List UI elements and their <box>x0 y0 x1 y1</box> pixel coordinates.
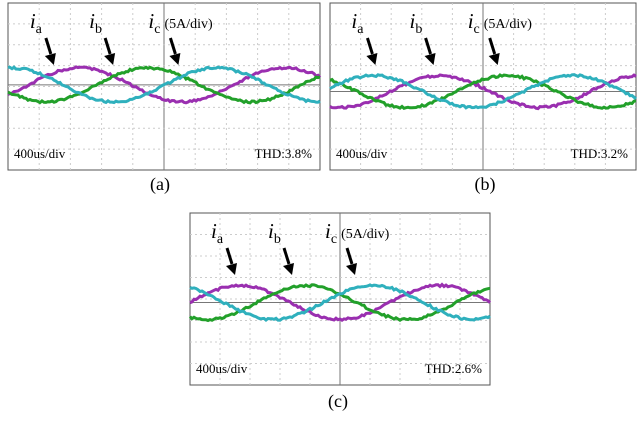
panel-caption: (b) <box>475 174 496 195</box>
scale-note: (5A/div) <box>341 227 390 242</box>
current-subscript: a <box>357 22 364 37</box>
current-subscript: c <box>474 22 480 37</box>
current-subscript: a <box>217 232 224 247</box>
thd-value: THD:2.6% <box>425 361 483 376</box>
panel-caption: (a) <box>150 174 170 195</box>
scope-panel: iaibic(5A/div)400us/divTHD:3.2% <box>330 3 636 170</box>
timebase: 400us/div <box>14 146 66 161</box>
thd-value: THD:3.2% <box>571 146 629 161</box>
thd-value: THD:3.8% <box>255 146 313 161</box>
current-subscript: c <box>154 22 160 37</box>
timebase: 400us/div <box>196 361 248 376</box>
scope-panel: iaibic(5A/div)400us/divTHD:3.8% <box>8 3 320 170</box>
current-subscript: b <box>415 22 422 37</box>
current-subscript: a <box>36 22 43 37</box>
timebase: 400us/div <box>336 146 388 161</box>
scope-panel: iaibic(5A/div)400us/divTHD:2.6% <box>190 213 490 385</box>
figure: iaibic(5A/div)400us/divTHD:3.8%(a)iaibic… <box>0 0 642 425</box>
current-subscript: b <box>274 232 281 247</box>
current-subscript: c <box>331 232 337 247</box>
scale-note: (5A/div) <box>484 17 533 32</box>
scale-note: (5A/div) <box>164 17 213 32</box>
current-subscript: b <box>95 22 102 37</box>
panel-caption: (c) <box>328 391 348 412</box>
